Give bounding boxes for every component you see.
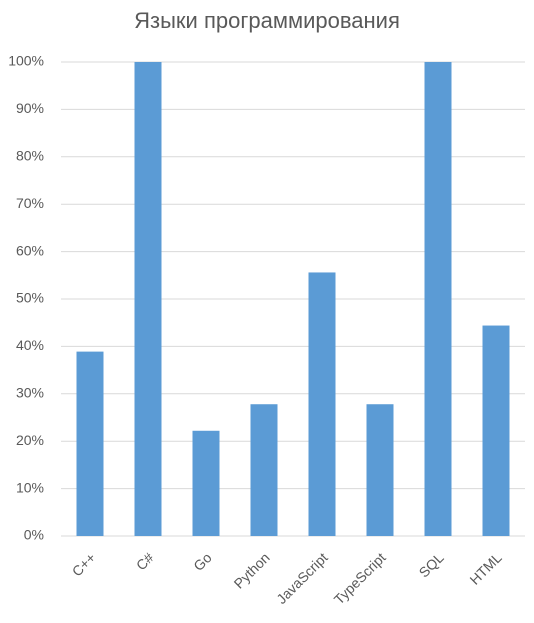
bar — [482, 325, 510, 536]
y-tick-label: 50% — [16, 290, 44, 306]
x-tick-label: HTML — [466, 549, 504, 587]
x-tick-label: TypeScript — [331, 549, 389, 607]
bar — [366, 404, 394, 536]
y-tick-label: 70% — [16, 195, 44, 211]
x-tick-label: Go — [190, 549, 215, 574]
y-tick-label: 90% — [16, 100, 44, 116]
y-tick-label: 20% — [16, 432, 44, 448]
bar — [76, 351, 104, 536]
bar — [134, 62, 162, 536]
bar — [250, 404, 278, 536]
y-tick-label: 100% — [8, 53, 44, 69]
x-tick-label: C# — [133, 549, 157, 573]
x-tick-label: C++ — [69, 549, 99, 579]
y-tick-label: 10% — [16, 479, 44, 495]
bar — [308, 272, 336, 536]
x-tick-label: Python — [231, 549, 273, 591]
y-tick-label: 80% — [16, 148, 44, 164]
bar — [192, 430, 220, 536]
x-tick-label: SQL — [416, 549, 447, 580]
chart-title: Языки программирования — [134, 8, 400, 33]
y-tick-label: 0% — [24, 527, 44, 543]
bar — [424, 62, 452, 536]
y-tick-label: 60% — [16, 242, 44, 258]
y-tick-label: 30% — [16, 385, 44, 401]
x-tick-label: JavaScript — [273, 549, 331, 607]
y-tick-label: 40% — [16, 337, 44, 353]
